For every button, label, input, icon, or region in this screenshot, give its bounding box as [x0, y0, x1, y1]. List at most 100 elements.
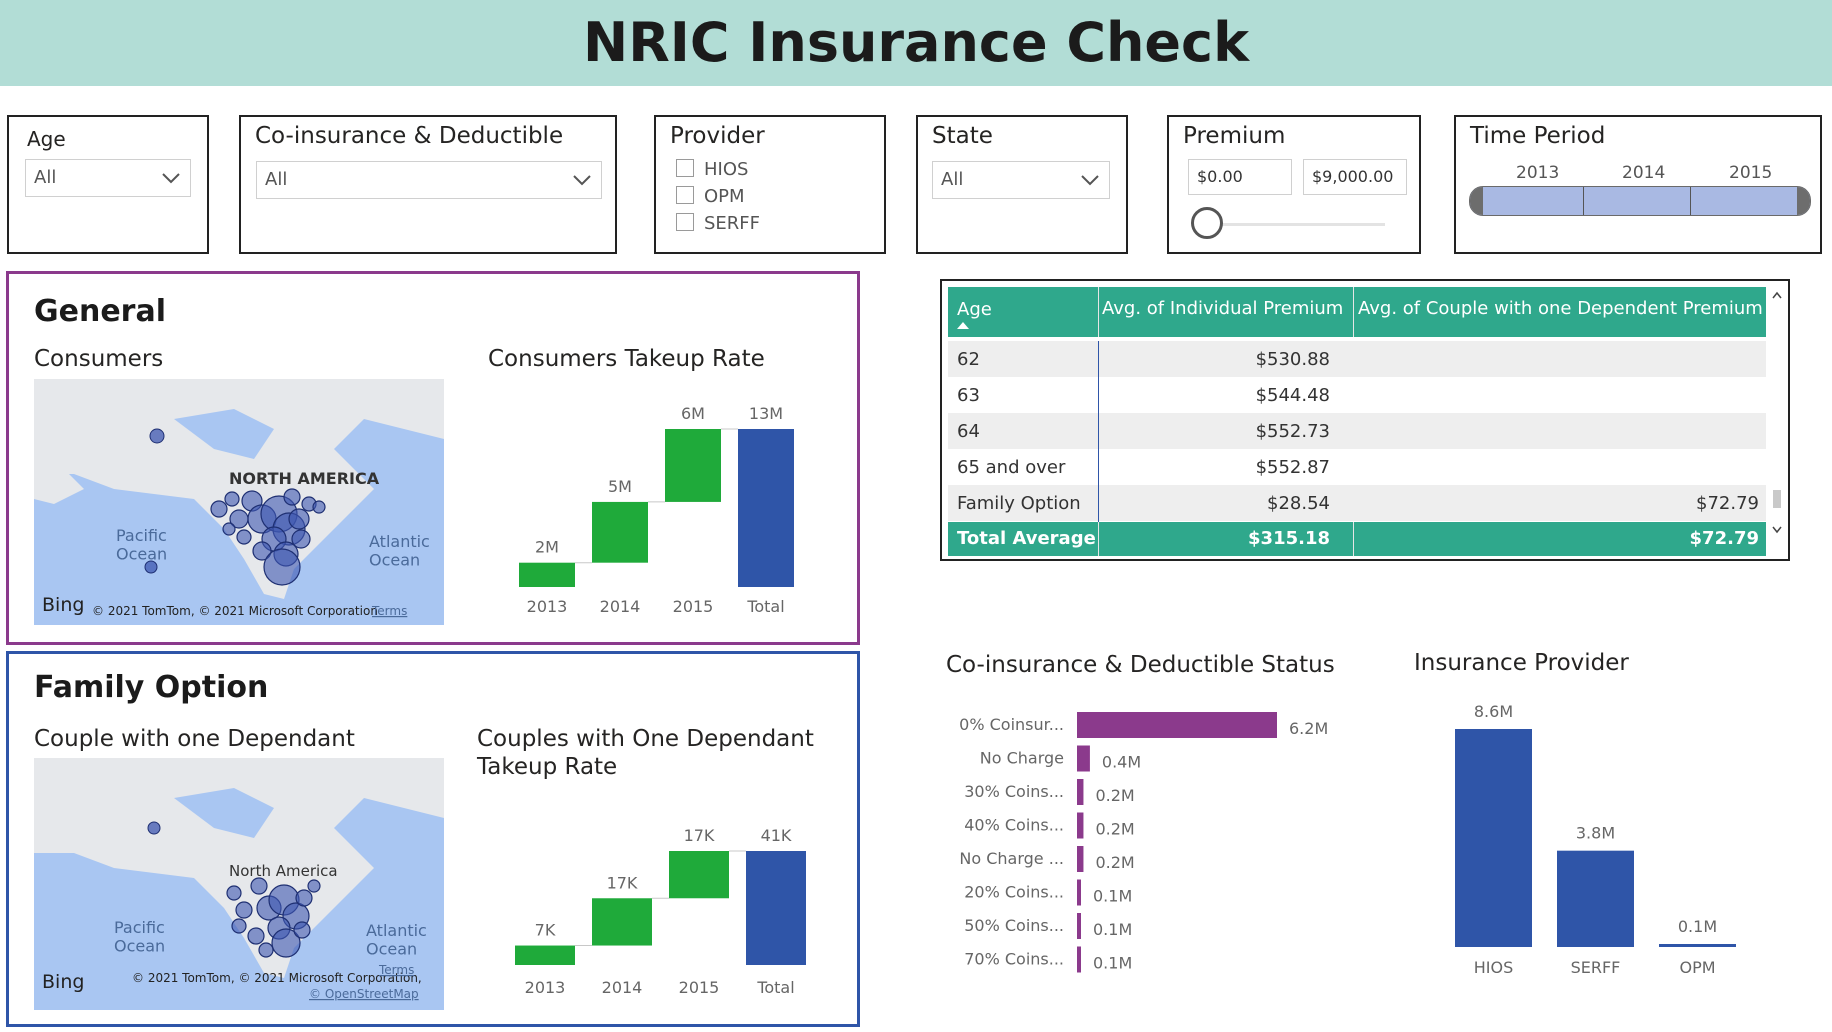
provider-option-label: OPM [704, 186, 745, 207]
data-label: 0.1M [1093, 920, 1132, 939]
table-row[interactable] [948, 413, 1766, 449]
category-label: Total [756, 978, 794, 997]
premium-table: Age Avg. of Individual Premium Avg. of C… [940, 279, 1790, 561]
provider-option-hios[interactable]: HIOS [676, 159, 748, 180]
chart-bar[interactable] [1077, 913, 1081, 939]
data-label: 13M [749, 404, 783, 423]
table-row[interactable] [948, 485, 1766, 521]
couple-chart-title-line1: Couples with One Dependant [477, 726, 814, 752]
table-header-individual[interactable]: Avg. of Individual Premium [1102, 298, 1344, 319]
data-label: 6.2M [1289, 719, 1328, 738]
scroll-thumb[interactable] [1773, 490, 1781, 508]
chart-bar[interactable] [592, 898, 652, 946]
category-label: OPM [1679, 958, 1715, 977]
time-range-handle-right[interactable] [1797, 187, 1810, 215]
chart-bar[interactable] [665, 429, 721, 502]
state-dropdown[interactable]: All [932, 161, 1110, 199]
map-terms-link: Terms [371, 604, 407, 618]
category-label: HIOS [1474, 958, 1514, 977]
coins-dropdown[interactable]: All [256, 161, 602, 199]
data-label: 6M [681, 404, 705, 423]
table-total-label: Total Average [957, 528, 1096, 549]
chevron-down-icon [573, 175, 591, 186]
table-row[interactable] [948, 341, 1766, 377]
time-range-bar[interactable] [1469, 186, 1811, 216]
data-label: 41K [761, 829, 792, 845]
category-label: 20% Coins... [964, 883, 1064, 902]
map-label-atlantic: Atlantic Ocean [369, 532, 430, 569]
state-dropdown-value: All [941, 169, 964, 190]
premium-slider-track[interactable] [1209, 223, 1385, 226]
chart-bar[interactable] [1077, 846, 1084, 872]
scroll-down-icon[interactable] [1772, 526, 1782, 534]
time-range-handle-left[interactable] [1470, 187, 1483, 215]
table-header [948, 287, 1766, 337]
age-dropdown-value: All [34, 167, 57, 188]
premium-slider-handle[interactable] [1191, 207, 1223, 239]
time-period-slicer-title: Time Period [1470, 123, 1606, 149]
chart-bar[interactable] [738, 429, 794, 587]
category-label: 30% Coins... [964, 782, 1064, 801]
couple-map[interactable]: North America Pacific Ocean Atlantic Ocean… [34, 758, 444, 1010]
premium-min-input[interactable]: $0.00 [1188, 159, 1292, 195]
chart-bar[interactable] [1659, 944, 1736, 947]
chart-bar[interactable] [519, 562, 575, 587]
map-osm-link: © OpenStreetMap [309, 987, 419, 1001]
map-copyright: © 2021 TomTom, © 2021 Microsoft Corporat… [132, 971, 422, 985]
chart-bar[interactable] [1077, 879, 1081, 906]
age-slicer: Age All [7, 115, 209, 254]
checkbox-icon [676, 159, 694, 177]
table-cell: $530.88 [1255, 349, 1330, 370]
table-scrollbar[interactable] [1771, 287, 1783, 549]
chart-bar[interactable] [1077, 779, 1084, 805]
table-divider [1353, 522, 1354, 556]
table-cell: $28.54 [1267, 493, 1330, 514]
coins-status-chart: 0% Coinsur... 6.2M No Charge 0.4M 30% Coins.… [959, 712, 1328, 973]
table-cell: $544.48 [1255, 385, 1330, 406]
time-range-divider [1583, 187, 1584, 215]
chart-bar[interactable] [1077, 946, 1081, 973]
age-dropdown[interactable]: All [25, 159, 191, 197]
couples-takeup-chart: 7K 2013 17K 2014 17K 2015 41K Total [515, 829, 806, 997]
data-label: 17K [684, 829, 715, 845]
scroll-up-icon[interactable] [1772, 291, 1782, 299]
table-header-couple[interactable]: Avg. of Couple with one Dependent Premiu… [1358, 298, 1763, 319]
table-divider [1353, 287, 1354, 337]
consumers-chart-title: Consumers Takeup Rate [488, 346, 765, 372]
map-label-continent: North America [229, 862, 338, 880]
table-cell: $552.87 [1255, 457, 1330, 478]
table-total-row [948, 522, 1766, 556]
category-label: 70% Coins... [964, 950, 1064, 969]
coins-slicer: Co-insurance & Deductible All [239, 115, 617, 254]
time-range-divider [1690, 187, 1691, 215]
consumers-map[interactable]: NORTH AMERICA Pacific Ocean Atlantic Ocean… [34, 379, 444, 625]
chart-bar[interactable] [1077, 745, 1090, 772]
checkbox-icon [676, 213, 694, 231]
table-header-age[interactable]: Age [957, 299, 992, 320]
consumers-takeup-chart: 2M 2013 5M 2014 6M 2015 13M Total [519, 404, 794, 616]
premium-max-input[interactable]: $9,000.00 [1303, 159, 1407, 195]
provider-chart-title: Insurance Provider [1414, 650, 1629, 676]
chart-bar[interactable] [1077, 812, 1084, 839]
chart-bar[interactable] [515, 945, 575, 965]
chart-bar[interactable] [1455, 729, 1532, 947]
chart-bar[interactable] [1077, 712, 1277, 738]
map-terms-link: Terms [378, 963, 414, 977]
provider-option-serff[interactable]: SERFF [676, 213, 760, 234]
category-label: 2013 [527, 597, 568, 616]
map-label-continent: NORTH AMERICA [229, 469, 380, 488]
table-total-couple: $72.79 [1689, 528, 1759, 549]
chart-bar[interactable] [1557, 850, 1634, 947]
chevron-down-icon [1081, 175, 1099, 186]
chart-bar[interactable] [592, 501, 648, 563]
table-row[interactable] [948, 377, 1766, 413]
time-period-slicer: Time Period 2013 2014 2015 [1454, 115, 1822, 254]
chart-bar[interactable] [669, 851, 729, 899]
data-label: 0.2M [1095, 786, 1134, 805]
time-year-label: 2015 [1729, 163, 1773, 183]
provider-option-opm[interactable]: OPM [676, 186, 745, 207]
table-row[interactable] [948, 449, 1766, 485]
chart-bar[interactable] [746, 851, 806, 965]
data-label: 3.8M [1576, 824, 1615, 843]
table-cell: $552.73 [1255, 421, 1330, 442]
